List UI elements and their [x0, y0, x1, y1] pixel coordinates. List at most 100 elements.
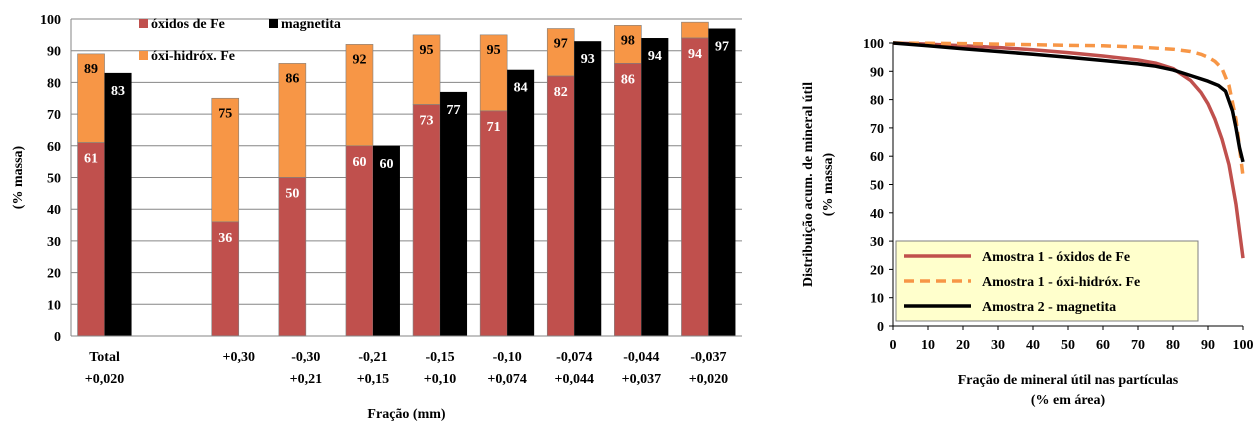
bar-oxi-hidrox-fe	[546, 28, 575, 77]
bar-magnetita	[574, 41, 602, 336]
y-tick-label: 90	[47, 45, 61, 60]
bar-oxidos-fe	[479, 110, 508, 337]
x-tick-label: -0,21	[358, 350, 387, 365]
bar-oxi-hidrox-fe	[278, 63, 307, 178]
x-tick-label: 10	[921, 338, 935, 353]
x-tick-label: 20	[956, 338, 970, 353]
x-tick-label: +0,044	[555, 372, 594, 387]
x-axis-title: Fração (mm)	[367, 407, 445, 422]
series-line-2	[892, 41, 1245, 177]
bar-magnetita	[708, 28, 736, 336]
legend-label: magnetita	[281, 17, 341, 32]
bar-oxi-hidrox-fe	[681, 21, 709, 39]
y-tick-label: 90	[870, 65, 884, 80]
y-tick-label: 10	[870, 292, 884, 307]
x-tick-label: +0,10	[424, 372, 456, 387]
data-label-magnetita: 93	[581, 52, 595, 67]
x-tick-label: +0,15	[357, 372, 389, 387]
y-tick-label: 60	[870, 150, 884, 165]
data-label-oxidos-fe: 94	[688, 47, 702, 62]
y-tick-label: 50	[47, 172, 61, 187]
data-label-oxi-hidrox-fe: 89	[84, 62, 98, 77]
line-chart: 0 10 20 30 40 50 60 70 80 90 100 0 10 20 30 40 50 60 70 80 9…	[801, 37, 1254, 408]
data-label-magnetita: 83	[111, 84, 125, 99]
y-tick-label: 0	[877, 320, 884, 335]
y-tick-label: 20	[870, 263, 884, 278]
data-label-magnetita: 97	[715, 40, 729, 55]
data-label-oxi-hidrox-fe: 86	[285, 71, 299, 86]
y-tick-label: 80	[870, 94, 884, 109]
y-tick-label: 20	[47, 267, 61, 282]
legend-label: óxi-hidróx. Fe	[151, 49, 235, 64]
x-tick-label: -0,044	[623, 350, 659, 365]
bar-magnetita	[641, 38, 669, 337]
bar-oxi-hidrox-fe	[211, 97, 240, 223]
data-label-oxidos-fe: 71	[487, 120, 501, 135]
bar-oxi-hidrox-fe	[412, 34, 441, 105]
legend-label: Amostra 2 - magnetita	[982, 300, 1116, 315]
series-line-3	[892, 41, 1245, 163]
data-label-oxi-hidrox-fe: 95	[420, 43, 434, 58]
data-label-magnetita: 60	[379, 157, 393, 172]
data-label-oxi-hidrox-fe: 97	[554, 37, 568, 52]
y-tick-label: 50	[870, 179, 884, 194]
x-tick-label: -0,15	[425, 350, 454, 365]
x-tick-label: Total	[89, 350, 120, 365]
y-tick-label: 30	[870, 235, 884, 250]
x-tick-label: 80	[1166, 338, 1180, 353]
y-tick-label: 10	[47, 298, 61, 313]
data-label-magnetita: 77	[447, 103, 461, 118]
x-tick-label: 30	[991, 338, 1005, 353]
data-label-oxi-hidrox-fe: 95	[487, 43, 501, 58]
bar-magnetita	[507, 69, 535, 336]
x-tick-label: +0,020	[85, 372, 124, 387]
legend-label: Amostra 1 - óxi-hidróx. Fe	[982, 275, 1140, 290]
line-legend: Amostra 1 - óxidos de Fe Amostra 1 - óxi-…	[895, 240, 1199, 322]
bar-oxidos-fe	[412, 104, 441, 337]
x-tick-label: 70	[1131, 338, 1145, 353]
bar-oxi-hidrox-fe	[77, 53, 105, 143]
legend-swatch	[269, 19, 278, 28]
data-label-oxidos-fe: 36	[218, 231, 232, 246]
y-axis-title: (% massa)	[11, 145, 26, 209]
x-tick-label: 0	[890, 338, 897, 353]
series-line-1	[892, 41, 1245, 259]
bar-chart: 0 10 20 30 40 50 60 70 80 90 100 89 61 83 Total +0,020 7…	[11, 13, 742, 422]
bar-oxidos-fe	[546, 75, 575, 337]
data-label-oxidos-fe: 86	[621, 72, 635, 87]
y-axis-title: Distribuição acum. de mineral útil	[801, 82, 816, 287]
legend-label: óxidos de Fe	[151, 17, 225, 32]
bar-magnetita	[372, 145, 400, 336]
y-tick-label: 70	[47, 108, 61, 123]
x-tick-label: +0,037	[622, 372, 661, 387]
data-label-oxi-hidrox-fe: 92	[352, 52, 366, 67]
data-label-oxidos-fe: 82	[554, 85, 568, 100]
bar-oxidos-fe	[681, 37, 709, 337]
x-tick-label: 90	[1201, 338, 1215, 353]
x-tick-label: -0,074	[556, 350, 592, 365]
y-tick-label: 100	[863, 37, 884, 52]
legend-label: Amostra 1 - óxidos de Fe	[982, 250, 1130, 265]
x-tick-label: 60	[1096, 338, 1110, 353]
bar-magnetita	[104, 72, 132, 336]
bar-oxidos-fe	[77, 142, 105, 337]
x-tick-label: 100	[1233, 338, 1254, 353]
y-axis-title-line-2: (% massa)	[821, 152, 836, 216]
bar-oxidos-fe	[211, 221, 240, 337]
data-label-oxidos-fe: 60	[352, 155, 366, 170]
x-axis-title: Fração de mineral útil nas partículas	[958, 373, 1179, 388]
bar-magnetita	[440, 91, 468, 336]
bar-oxidos-fe	[614, 63, 642, 337]
x-tick-label: +0,21	[290, 372, 322, 387]
data-label-magnetita: 94	[648, 49, 662, 64]
x-tick-label: +0,074	[487, 372, 526, 387]
data-label-magnetita: 84	[514, 81, 528, 96]
bar-legend: óxidos de Fe magnetita óxi-hidróx. Fe	[139, 17, 341, 64]
x-tick-label: 40	[1026, 338, 1040, 353]
y-tick-label: 30	[47, 235, 61, 250]
x-tick-label: 50	[1061, 338, 1075, 353]
legend-swatch	[139, 19, 148, 28]
data-label-oxi-hidrox-fe: 98	[621, 33, 635, 48]
x-tick-label: -0,10	[493, 350, 522, 365]
